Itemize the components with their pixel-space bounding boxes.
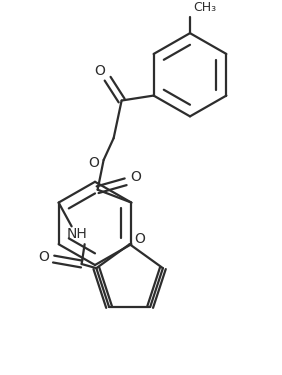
Text: O: O	[130, 170, 141, 184]
Text: O: O	[94, 64, 105, 78]
Text: O: O	[38, 250, 49, 264]
Text: CH₃: CH₃	[193, 1, 216, 14]
Text: NH: NH	[66, 227, 87, 241]
Text: O: O	[134, 232, 145, 246]
Text: O: O	[88, 156, 99, 170]
